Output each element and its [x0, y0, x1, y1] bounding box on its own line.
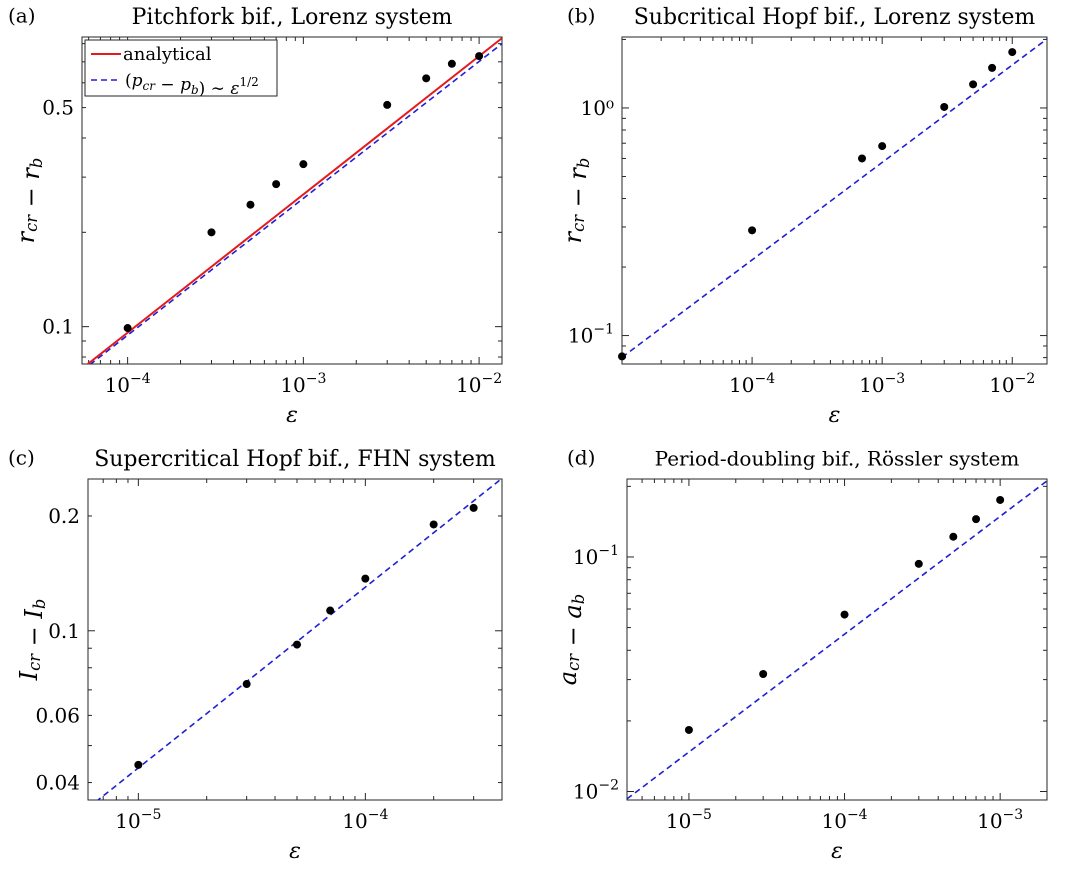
- data-point: [914, 559, 923, 568]
- x-tick-label: 10−3: [977, 807, 1023, 833]
- chart-panel-a: (a) Pitchfork bif., Lorenz system 10−4 10−3…: [8, 4, 503, 428]
- data-point: [422, 74, 431, 83]
- data-point: [246, 200, 255, 209]
- x-tick-label: 10−5: [666, 807, 712, 833]
- x-tick-label: 10−4: [342, 807, 388, 833]
- data-point: [272, 180, 281, 189]
- y-tick-label: 0.04: [35, 771, 80, 795]
- legend-label: analytical: [123, 44, 212, 65]
- y-tick-label: 0.2: [48, 504, 80, 528]
- panel-label: (b): [567, 4, 595, 28]
- panel-label: (d): [567, 446, 595, 470]
- y-tick-label: 10−2: [573, 778, 619, 804]
- data-point: [940, 102, 949, 111]
- analytical-line: [86, 37, 502, 364]
- y-tick-label: 0.1: [48, 619, 80, 643]
- data-point: [972, 515, 981, 524]
- axes-box: [87, 478, 503, 801]
- data-point: [684, 725, 693, 734]
- y-axis-label: Icr − Ib: [15, 599, 49, 682]
- data-point: [1008, 48, 1017, 57]
- data-point: [242, 680, 251, 689]
- y-tick-label: 0.5: [42, 96, 74, 120]
- x-tick-label: 10−4: [821, 807, 867, 833]
- data-point: [475, 52, 484, 61]
- data-point: [949, 532, 958, 541]
- data-point: [207, 228, 216, 237]
- x-axis-label: ε: [831, 839, 843, 864]
- data-point: [840, 610, 849, 619]
- panel-label: (a): [8, 4, 36, 28]
- data-point: [429, 520, 438, 529]
- fit-line: [627, 480, 1047, 800]
- x-tick-label: 10−3: [280, 371, 326, 397]
- fit-line: [622, 38, 1047, 359]
- data-point: [996, 495, 1005, 504]
- data-point: [748, 226, 757, 235]
- x-tick-label: 10−4: [105, 371, 151, 397]
- data-point: [383, 100, 392, 109]
- y-axis-label: rcr − rb: [12, 158, 46, 244]
- data-point: [123, 324, 132, 333]
- chart-panel-d: (d) Period-doubling bif., Rössler system 1…: [554, 446, 1048, 864]
- data-point: [134, 760, 143, 769]
- chart-panel-b: (b) Subcritical Hopf bif., Lorenz system 1…: [559, 4, 1048, 428]
- x-axis-label: ε: [829, 403, 841, 428]
- x-tick-label: 10−4: [729, 371, 775, 397]
- data-point: [878, 142, 887, 151]
- x-tick-label: 10−5: [115, 807, 161, 833]
- data-point: [969, 80, 978, 89]
- data-point: [469, 503, 478, 512]
- data-point: [326, 606, 335, 615]
- data-point: [759, 669, 768, 678]
- x-tick-label: 10−2: [456, 371, 502, 397]
- axes-box: [81, 36, 503, 365]
- y-tick-label: 10−1: [573, 543, 619, 569]
- x-tick-label: 10−3: [859, 371, 905, 397]
- chart-title: Period-doubling bif., Rössler system: [655, 447, 1020, 471]
- fit-line: [89, 43, 502, 364]
- data-point: [299, 160, 308, 169]
- legend-label: (pcr − pb) ∼ ε1/2: [125, 71, 259, 99]
- chart-title: Pitchfork bif., Lorenz system: [132, 5, 453, 30]
- axes-box: [621, 36, 1048, 365]
- x-axis-label: ε: [289, 839, 301, 864]
- data-point: [293, 640, 302, 649]
- y-tick-label: 0.06: [35, 703, 80, 727]
- data-point: [858, 154, 867, 163]
- data-point: [361, 574, 370, 583]
- chart-title: Supercritical Hopf bif., FHN system: [94, 447, 496, 472]
- chart-title: Subcritical Hopf bif., Lorenz system: [634, 5, 1036, 30]
- y-tick-label: 0.1: [42, 315, 74, 339]
- legend: analytical (pcr − pb) ∼ ε1/2: [84, 39, 278, 99]
- data-point: [447, 59, 456, 68]
- panel-label: (c): [8, 446, 35, 470]
- y-tick-label: 10−1: [568, 322, 614, 348]
- y-axis-label: rcr − rb: [559, 158, 593, 244]
- data-point: [988, 63, 997, 72]
- x-tick-label: 10−2: [989, 371, 1035, 397]
- data-point: [618, 352, 626, 361]
- x-axis-label: ε: [286, 403, 298, 428]
- y-tick-label: 10⁰: [581, 96, 614, 120]
- chart-panel-c: (c) Supercritical Hopf bif., FHN system 10…: [8, 446, 503, 864]
- y-axis-label: acr − ab: [554, 594, 588, 685]
